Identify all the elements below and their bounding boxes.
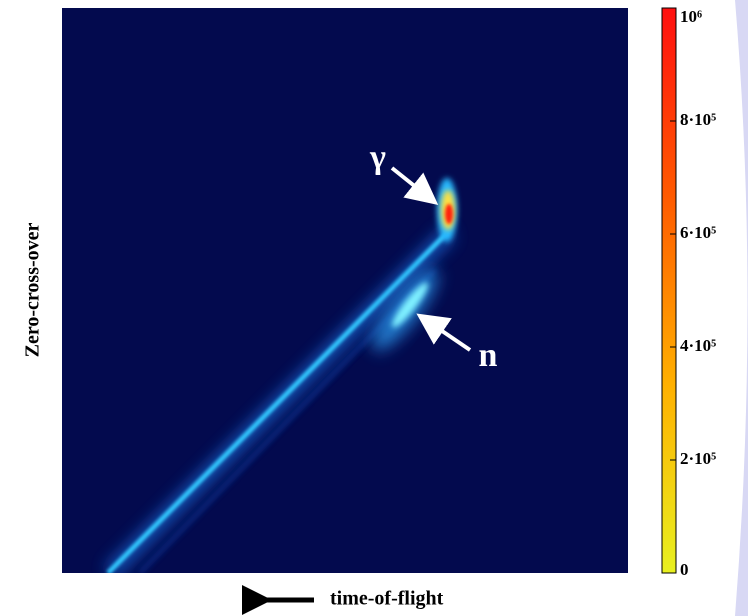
colorbar-tick-label: 6·10⁵ [680, 223, 716, 242]
y-axis-label: Zero-cross-over [22, 222, 44, 357]
annotation: γ [369, 139, 386, 176]
chart: γ n time-of-flight Zero-cross-over 0 2·10… [0, 0, 748, 616]
colorbar-tick-label: 10⁶ [680, 7, 702, 26]
page-edge [735, 0, 748, 616]
x-axis-label: time-of-flight [330, 588, 444, 610]
colorbar-tick-label: 4·10⁵ [680, 336, 716, 355]
colorbar-tick-label: 8·10⁵ [680, 110, 716, 129]
annotation: n [479, 337, 498, 374]
plot-area [62, 8, 628, 573]
colorbar-tick-label: 2·10⁵ [680, 449, 716, 468]
colorbar [662, 8, 676, 573]
colorbar-tick-label: 0 [680, 560, 689, 579]
